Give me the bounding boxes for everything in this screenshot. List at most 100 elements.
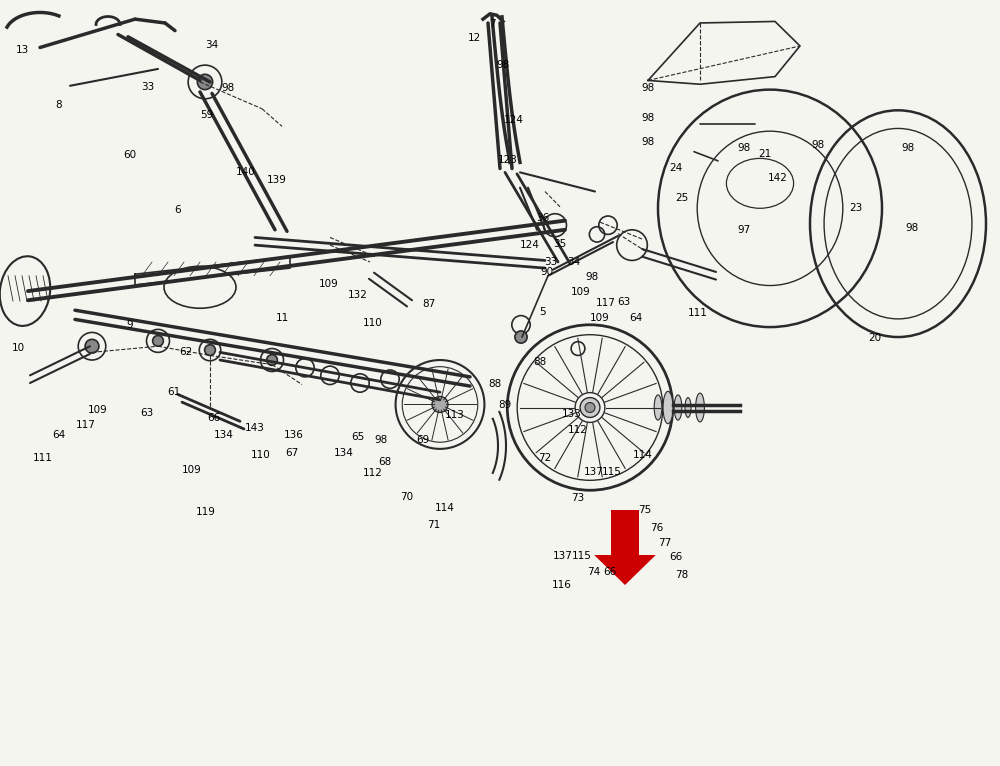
Text: 98: 98 (641, 83, 655, 93)
Circle shape (580, 398, 600, 417)
Text: 62: 62 (179, 347, 193, 357)
Text: 71: 71 (427, 520, 441, 530)
Text: 67: 67 (285, 448, 299, 458)
Circle shape (515, 331, 527, 343)
Text: 59: 59 (200, 110, 214, 120)
Text: 33: 33 (544, 257, 558, 267)
Text: 116: 116 (552, 580, 572, 590)
Text: 98: 98 (585, 272, 599, 282)
Text: 64: 64 (52, 430, 66, 440)
Text: 115: 115 (572, 551, 592, 561)
Ellipse shape (654, 395, 662, 420)
Text: 7: 7 (489, 19, 495, 29)
Text: 109: 109 (571, 287, 591, 297)
Circle shape (585, 403, 595, 412)
Text: 98: 98 (641, 137, 655, 147)
Text: 115: 115 (602, 467, 622, 477)
Text: 117: 117 (76, 420, 96, 430)
Text: 98: 98 (641, 113, 655, 123)
Text: 68: 68 (378, 457, 392, 467)
Text: 75: 75 (638, 505, 652, 515)
Text: 132: 132 (348, 290, 368, 300)
Text: 98: 98 (901, 143, 915, 153)
Circle shape (85, 339, 99, 353)
Text: 13: 13 (15, 45, 29, 55)
Text: 35: 35 (553, 239, 567, 249)
Text: 63: 63 (140, 408, 154, 418)
Text: 112: 112 (568, 425, 588, 435)
Text: 119: 119 (196, 507, 216, 517)
Text: 25: 25 (675, 193, 689, 203)
Text: 114: 114 (633, 450, 653, 460)
Text: 109: 109 (182, 465, 202, 475)
Text: 110: 110 (251, 450, 271, 460)
Text: 113: 113 (445, 410, 465, 420)
Text: 36: 36 (536, 213, 550, 223)
Text: 10: 10 (11, 343, 25, 353)
Text: 143: 143 (245, 423, 265, 433)
Text: 109: 109 (88, 405, 108, 415)
Text: 8: 8 (56, 100, 62, 110)
Circle shape (205, 345, 215, 355)
Text: 9: 9 (127, 320, 133, 330)
Text: 66: 66 (669, 552, 683, 562)
Text: 111: 111 (33, 453, 53, 463)
Text: 76: 76 (650, 523, 664, 533)
Circle shape (153, 336, 163, 346)
Text: 98: 98 (905, 223, 919, 233)
Text: 5: 5 (539, 307, 545, 317)
Text: 139: 139 (267, 175, 287, 185)
Text: 98: 98 (737, 143, 751, 153)
Text: 133: 133 (562, 409, 582, 419)
Text: 117: 117 (596, 298, 616, 308)
Text: 78: 78 (675, 570, 689, 580)
Text: 98: 98 (221, 83, 235, 93)
Text: 136: 136 (284, 430, 304, 440)
Text: 112: 112 (363, 468, 383, 478)
Text: 21: 21 (758, 149, 772, 159)
Text: 142: 142 (768, 173, 788, 183)
Ellipse shape (674, 395, 682, 420)
Text: 77: 77 (658, 538, 672, 548)
Ellipse shape (685, 398, 691, 417)
Text: 74: 74 (587, 567, 601, 577)
Text: 97: 97 (737, 225, 751, 235)
Text: 34: 34 (567, 257, 581, 267)
Text: 98: 98 (496, 60, 510, 70)
Text: 72: 72 (538, 453, 552, 463)
Text: 34: 34 (205, 40, 219, 50)
Text: 140: 140 (236, 167, 256, 177)
Text: 89: 89 (498, 400, 512, 410)
Text: 124: 124 (520, 240, 540, 250)
Text: 137: 137 (584, 467, 604, 477)
Ellipse shape (696, 393, 704, 422)
Circle shape (432, 397, 448, 412)
Text: 20: 20 (868, 333, 882, 343)
Text: 60: 60 (123, 150, 137, 160)
Text: 6: 6 (175, 205, 181, 215)
Text: 111: 111 (688, 308, 708, 318)
Text: 24: 24 (669, 163, 683, 173)
Text: 87: 87 (422, 299, 436, 309)
Text: 98: 98 (811, 140, 825, 150)
Text: 64: 64 (629, 313, 643, 323)
Text: 114: 114 (435, 503, 455, 513)
FancyArrow shape (594, 510, 656, 585)
Text: 12: 12 (467, 33, 481, 43)
Text: 23: 23 (849, 203, 863, 213)
Text: 69: 69 (416, 435, 430, 445)
Text: 88: 88 (533, 357, 547, 367)
Text: 90: 90 (540, 267, 554, 277)
Text: 109: 109 (319, 279, 339, 289)
Text: 134: 134 (214, 430, 234, 440)
Text: 61: 61 (167, 387, 181, 397)
Text: 66: 66 (207, 413, 221, 423)
Text: 33: 33 (141, 82, 155, 92)
Text: 66: 66 (603, 567, 617, 577)
Text: 11: 11 (275, 313, 289, 323)
Text: 109: 109 (590, 313, 610, 323)
Text: 123: 123 (498, 155, 518, 165)
Text: 65: 65 (351, 432, 365, 442)
Text: 63: 63 (617, 297, 631, 307)
Text: 88: 88 (488, 379, 502, 389)
